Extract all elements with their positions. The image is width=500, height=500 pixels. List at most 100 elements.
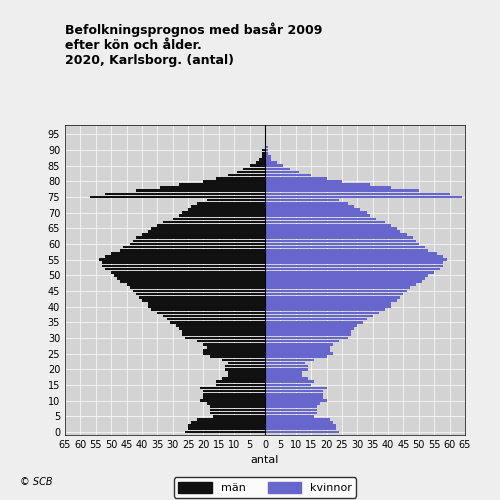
Bar	[90, 196, 265, 198]
Bar	[265, 271, 434, 274]
Bar	[265, 358, 314, 361]
Bar	[132, 290, 265, 292]
Bar	[265, 424, 336, 427]
Bar	[182, 212, 265, 214]
X-axis label: antal: antal	[251, 456, 279, 466]
Bar	[105, 192, 265, 195]
Bar	[265, 227, 398, 230]
Bar	[198, 340, 265, 342]
Bar	[265, 290, 406, 292]
Bar	[191, 421, 265, 424]
Bar	[265, 343, 332, 345]
Bar	[102, 262, 265, 264]
Bar	[265, 146, 268, 148]
Bar	[265, 155, 271, 158]
Bar	[265, 340, 339, 342]
Bar	[120, 249, 265, 252]
Bar	[265, 330, 351, 333]
Bar	[265, 368, 308, 370]
Bar	[265, 299, 398, 302]
Bar	[210, 408, 265, 412]
Bar	[265, 186, 391, 189]
Bar	[265, 374, 302, 377]
Bar	[158, 312, 265, 314]
Bar	[265, 190, 419, 192]
Bar	[139, 296, 265, 298]
Bar	[136, 236, 265, 239]
Bar	[265, 242, 419, 246]
Bar	[210, 356, 265, 358]
Bar	[238, 170, 265, 173]
Bar	[265, 202, 348, 204]
Bar	[172, 218, 265, 220]
Bar	[265, 302, 391, 305]
Bar	[105, 255, 265, 258]
Bar	[99, 258, 265, 261]
Legend: män, kvinnor: män, kvinnor	[174, 478, 356, 498]
Bar	[265, 321, 364, 324]
Bar	[179, 327, 265, 330]
Bar	[182, 330, 265, 333]
Bar	[265, 352, 332, 355]
Bar	[185, 430, 265, 433]
Bar	[158, 224, 265, 226]
Bar	[265, 214, 370, 217]
Bar	[262, 152, 265, 154]
Bar	[228, 174, 265, 176]
Bar	[265, 327, 354, 330]
Bar	[216, 177, 265, 180]
Bar	[265, 240, 416, 242]
Bar	[198, 418, 265, 420]
Bar	[250, 164, 265, 167]
Bar	[148, 230, 265, 233]
Bar	[111, 271, 265, 274]
Bar	[130, 242, 265, 246]
Bar	[179, 183, 265, 186]
Bar	[265, 428, 336, 430]
Bar	[265, 393, 324, 396]
Text: © SCB: © SCB	[20, 477, 52, 487]
Bar	[204, 349, 265, 352]
Bar	[265, 164, 283, 167]
Bar	[111, 252, 265, 254]
Bar	[265, 255, 444, 258]
Bar	[265, 390, 324, 392]
Bar	[265, 218, 376, 220]
Bar	[225, 365, 265, 368]
Bar	[222, 378, 265, 380]
Bar	[265, 296, 400, 298]
Bar	[102, 264, 265, 267]
Bar	[265, 371, 302, 374]
Bar	[114, 274, 265, 276]
Bar	[185, 336, 265, 340]
Bar	[265, 418, 330, 420]
Bar	[265, 234, 406, 236]
Bar	[206, 402, 265, 405]
Bar	[132, 240, 265, 242]
Bar	[265, 293, 404, 296]
Bar	[265, 406, 318, 408]
Bar	[265, 177, 326, 180]
Bar	[142, 299, 265, 302]
Bar	[265, 402, 320, 405]
Bar	[265, 362, 305, 364]
Bar	[262, 148, 265, 152]
Bar	[265, 356, 326, 358]
Bar	[160, 186, 265, 189]
Bar	[265, 174, 311, 176]
Bar	[265, 324, 358, 326]
Bar	[265, 208, 360, 211]
Bar	[265, 430, 339, 433]
Bar	[265, 212, 366, 214]
Bar	[265, 306, 391, 308]
Bar	[188, 428, 265, 430]
Bar	[200, 386, 265, 390]
Bar	[188, 208, 265, 211]
Bar	[210, 412, 265, 414]
Bar	[265, 274, 428, 276]
Bar	[191, 205, 265, 208]
Bar	[265, 268, 440, 270]
Bar	[265, 196, 462, 198]
Bar	[265, 258, 446, 261]
Bar	[118, 277, 265, 280]
